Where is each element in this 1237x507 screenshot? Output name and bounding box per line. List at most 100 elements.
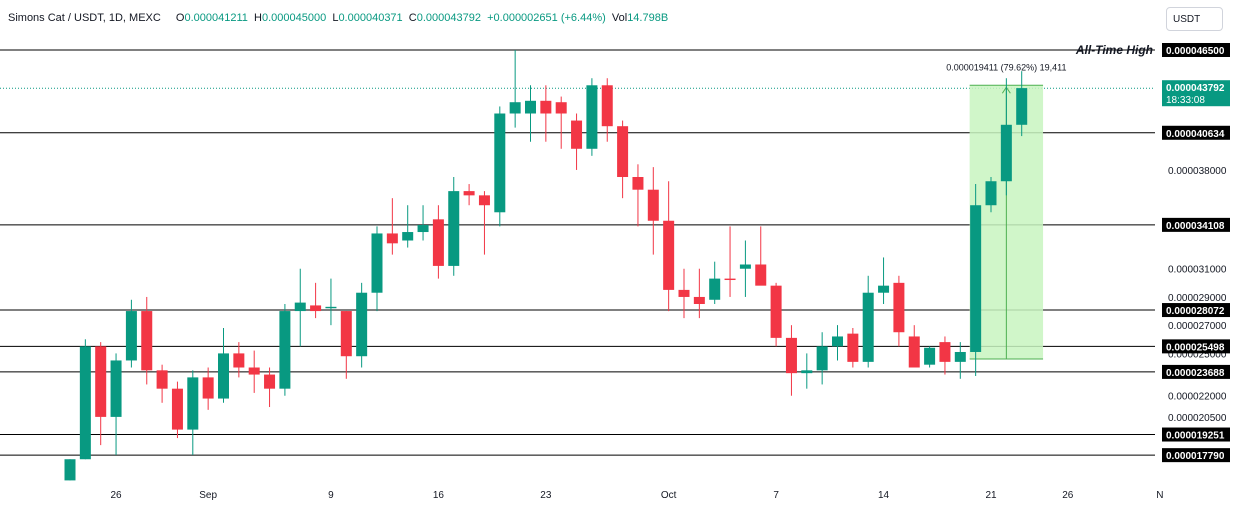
candle-body [525, 100, 536, 114]
candle-body [724, 278, 736, 281]
candle [632, 164, 644, 227]
candle [617, 120, 629, 199]
candle-body [693, 296, 705, 305]
candle [156, 364, 168, 403]
level-price-text: 0.000023688 [1166, 368, 1225, 379]
candle-body [893, 282, 905, 333]
candle [832, 325, 843, 361]
candle [356, 282, 368, 368]
candle [709, 261, 721, 305]
countdown-text: 18:33:08 [1166, 95, 1205, 106]
candle [847, 327, 859, 368]
price-scale-tick-label: 0.000038000 [1168, 166, 1227, 177]
candle [525, 85, 536, 142]
candle [187, 370, 199, 455]
candle [340, 311, 352, 379]
candle [279, 304, 291, 396]
currency-button[interactable]: USDT [1166, 7, 1223, 31]
x-tick-label: 21 [985, 490, 997, 501]
x-tick-label: 23 [540, 490, 552, 501]
candle [985, 177, 997, 213]
candle [663, 181, 675, 312]
candle [770, 282, 782, 347]
candle [248, 350, 260, 393]
price-scale-tick-label: 0.000029000 [1168, 293, 1227, 304]
candle [755, 226, 767, 286]
candle-body [356, 292, 368, 357]
level-price-text: 0.000046500 [1166, 46, 1225, 57]
level-price-tag [1162, 43, 1230, 57]
level-price-tag [1162, 339, 1230, 354]
candle-body [509, 102, 521, 114]
candle [571, 113, 583, 170]
candle-body [908, 336, 920, 368]
candle [785, 325, 797, 396]
candle-body [264, 374, 276, 389]
candle [601, 78, 613, 142]
candle [739, 240, 751, 297]
volume-label: Vol [611, 12, 628, 24]
candle-body [95, 346, 107, 417]
candle [693, 268, 705, 319]
candle-body [647, 189, 659, 221]
candle [218, 327, 229, 403]
candle-body [218, 353, 229, 399]
change-value: +0.000002651 (+6.44%) [487, 12, 606, 24]
x-tick-label: 26 [110, 490, 122, 501]
level-price-text: 0.000019251 [1166, 431, 1225, 442]
candle-body [540, 100, 552, 114]
candle-body [432, 219, 444, 266]
candle-body [110, 360, 122, 417]
price-scale-tick-label: 0.000025000 [1168, 349, 1227, 360]
candle [555, 96, 567, 149]
candle-body [79, 346, 91, 460]
candle [509, 50, 521, 128]
candle [233, 342, 245, 378]
level-price-tag [1162, 364, 1230, 379]
level-price-tag [1162, 303, 1230, 318]
candle [463, 184, 475, 206]
candle-body [371, 233, 383, 293]
level-price-text: 0.000040634 [1166, 129, 1225, 140]
candle-body [202, 377, 214, 399]
candle-body [187, 377, 199, 430]
candle-body [141, 311, 153, 371]
candle-body [171, 388, 183, 430]
price-scale: 0.000038000 0.000031000 0.000029000 0.00002… [1162, 43, 1230, 463]
candle-body [663, 220, 675, 290]
candle-body [1000, 124, 1012, 182]
candle [494, 106, 506, 227]
candle-body [478, 195, 490, 206]
candle [1000, 78, 1012, 196]
level-price-tag [1162, 125, 1230, 140]
candle [264, 367, 276, 408]
candle-body [770, 285, 782, 338]
candle-body [862, 292, 874, 362]
candle-body [571, 120, 583, 149]
candle-body [64, 459, 76, 481]
candle [970, 184, 982, 376]
current-price-tag [1162, 80, 1230, 107]
candle [647, 167, 659, 255]
level-price-text: 0.000028072 [1166, 306, 1225, 317]
candle [954, 342, 966, 379]
candle-body [386, 233, 398, 244]
level-price-text: 0.000034108 [1166, 221, 1225, 232]
open-label: O [175, 12, 185, 24]
level-price-tag [1162, 448, 1230, 463]
candle [432, 205, 444, 279]
candle-body [785, 337, 797, 374]
candle-body [402, 232, 414, 241]
price-scale-tick-label: 0.000027000 [1168, 321, 1227, 332]
candle [908, 325, 920, 368]
candle-body [878, 285, 890, 293]
x-tick-label: 7 [773, 490, 779, 501]
x-tick-label: Oct [661, 490, 677, 501]
open-value: 0.000041211 [184, 12, 248, 24]
candle-body [678, 289, 690, 297]
candles-layer [64, 50, 1028, 481]
candle-body [939, 342, 951, 362]
candle-body [279, 311, 291, 389]
candle-body [954, 351, 966, 362]
